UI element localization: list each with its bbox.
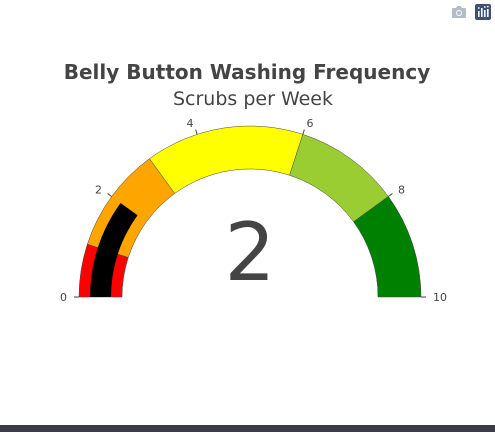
gauge-tick-label: 0 (60, 291, 67, 304)
chart-subtitle: Scrubs per Week (173, 88, 333, 110)
camera-button[interactable] (449, 2, 469, 22)
plotly-logo-icon (475, 4, 491, 20)
camera-icon (452, 6, 466, 18)
gauge-tick-label: 4 (186, 117, 193, 130)
plotly-logo-button[interactable] (473, 2, 493, 22)
gauge-value-bar-layer (90, 202, 138, 297)
gauge-tick-mark (107, 193, 112, 197)
gauge-ticks: 0 2 4 6 8 10 (60, 117, 447, 304)
gauge-tick-label: 2 (95, 183, 102, 196)
gauge-tick-label: 8 (398, 183, 405, 196)
gauge-value-number: 2 (225, 206, 276, 299)
chart-title: Belly Button Washing Frequency (64, 60, 430, 84)
gauge-tick-label: 10 (433, 291, 447, 304)
bottom-bar (0, 425, 495, 432)
gauge-tick-mark (195, 129, 198, 135)
gauge-tick-mark (302, 129, 305, 135)
modebar (449, 2, 493, 22)
gauge-step-2 (149, 125, 304, 194)
gauge-step-4 (353, 196, 422, 298)
gauge-tick-label: 6 (307, 117, 314, 130)
gauge-value-bar (90, 202, 138, 297)
gauge-tick-mark (388, 193, 393, 197)
